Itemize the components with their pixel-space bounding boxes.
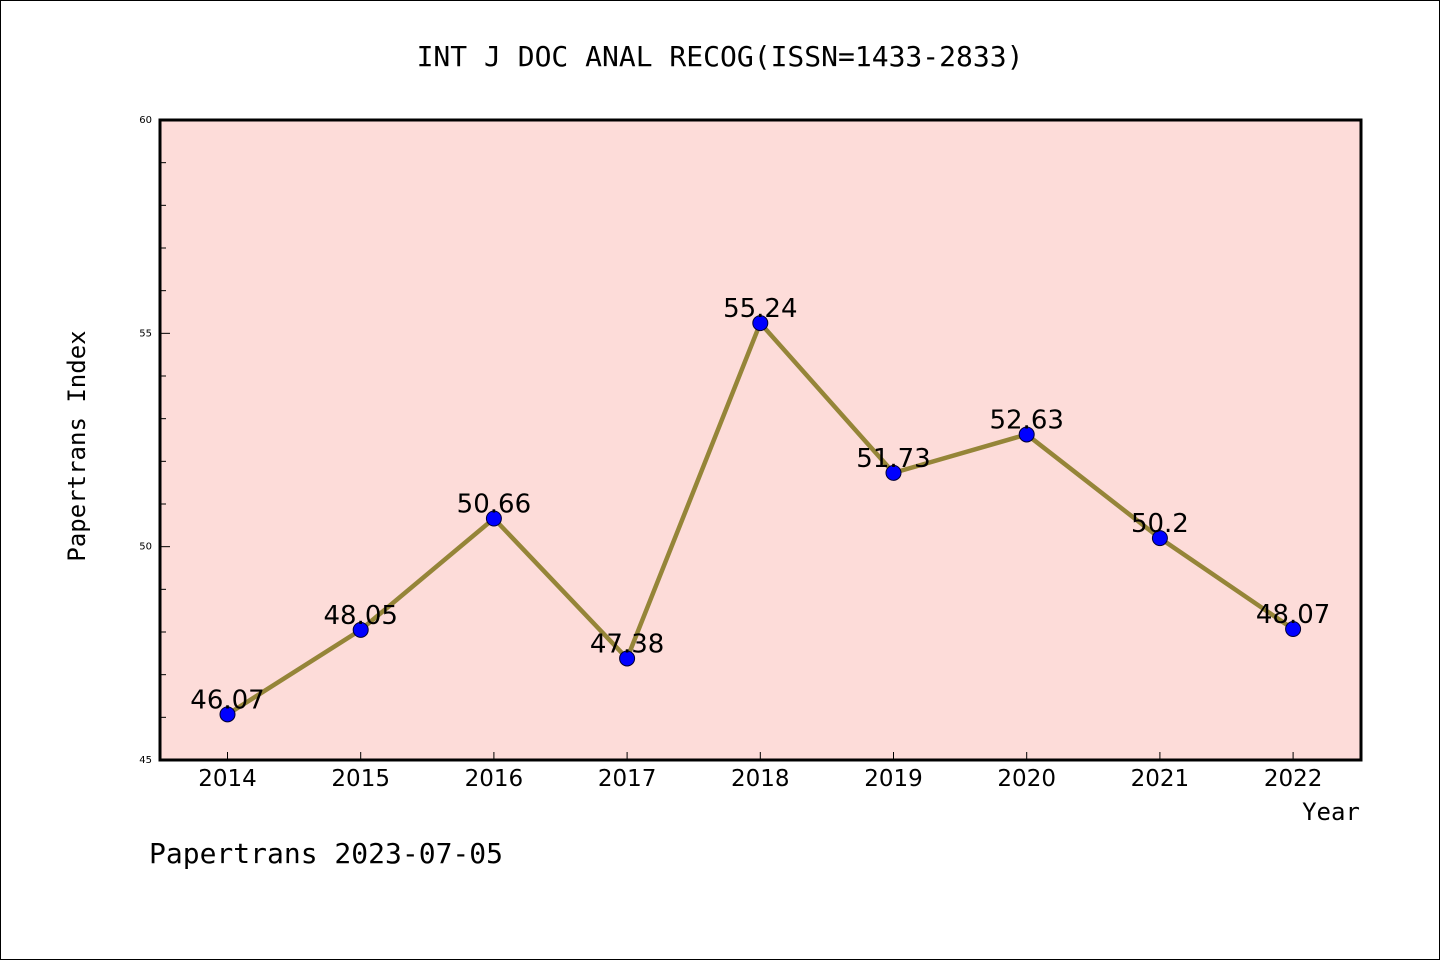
x-tick-label: 2020 — [997, 766, 1056, 792]
data-point-marker — [352, 621, 369, 638]
data-point-marker — [885, 464, 902, 481]
x-tick-label: 2018 — [731, 766, 790, 792]
data-point-marker — [1151, 530, 1168, 547]
chart-title: INT J DOC ANAL RECOG(ISSN=1433-2833) — [417, 40, 1024, 73]
data-point-marker — [1018, 426, 1035, 443]
series-line-group — [219, 315, 1302, 723]
data-label: 52.63 — [989, 405, 1063, 435]
data-label: 46.07 — [190, 685, 264, 715]
data-point-marker — [219, 706, 236, 723]
x-tick-label: 2019 — [864, 766, 923, 792]
data-label: 55.24 — [723, 294, 797, 324]
data-label: 51.73 — [856, 444, 930, 474]
data-label: 47.38 — [590, 629, 664, 659]
x-tick-label: 2021 — [1131, 766, 1190, 792]
footer-date-note: Papertrans 2023-07-05 — [149, 837, 503, 870]
data-label: 50.2 — [1131, 509, 1189, 539]
data-point-marker — [752, 315, 769, 332]
x-tick-label: 2016 — [465, 766, 524, 792]
data-label: 48.05 — [323, 601, 397, 631]
y-tick-label: 45 — [139, 755, 152, 766]
y-axis-label: Papertrans Index — [63, 330, 91, 561]
x-tick-label: 2017 — [598, 766, 657, 792]
x-tick-label: 2014 — [198, 766, 257, 792]
data-label: 48.07 — [1256, 600, 1330, 630]
data-labels-group: 46.07 48.05 50.66 47.38 55.24 51.73 52.63 50.2 4… — [190, 294, 1330, 715]
data-point-marker — [1285, 621, 1302, 638]
y-tick-label: 50 — [139, 542, 152, 553]
y-tick-label: 55 — [139, 328, 152, 339]
x-axis-label: Year — [1302, 798, 1360, 826]
plot-border — [158, 118, 1363, 762]
data-point-marker — [619, 650, 636, 667]
y-tick-label: 60 — [139, 115, 152, 126]
x-tick-label: 2022 — [1264, 766, 1323, 792]
data-point-marker — [485, 510, 502, 527]
data-label: 50.66 — [457, 490, 531, 520]
x-axis-ticks: 2014 2015 2016 2017 2018 2019 2020 2021 2022 — [198, 752, 1322, 792]
plot-area — [160, 120, 1361, 760]
x-tick-label: 2015 — [331, 766, 390, 792]
